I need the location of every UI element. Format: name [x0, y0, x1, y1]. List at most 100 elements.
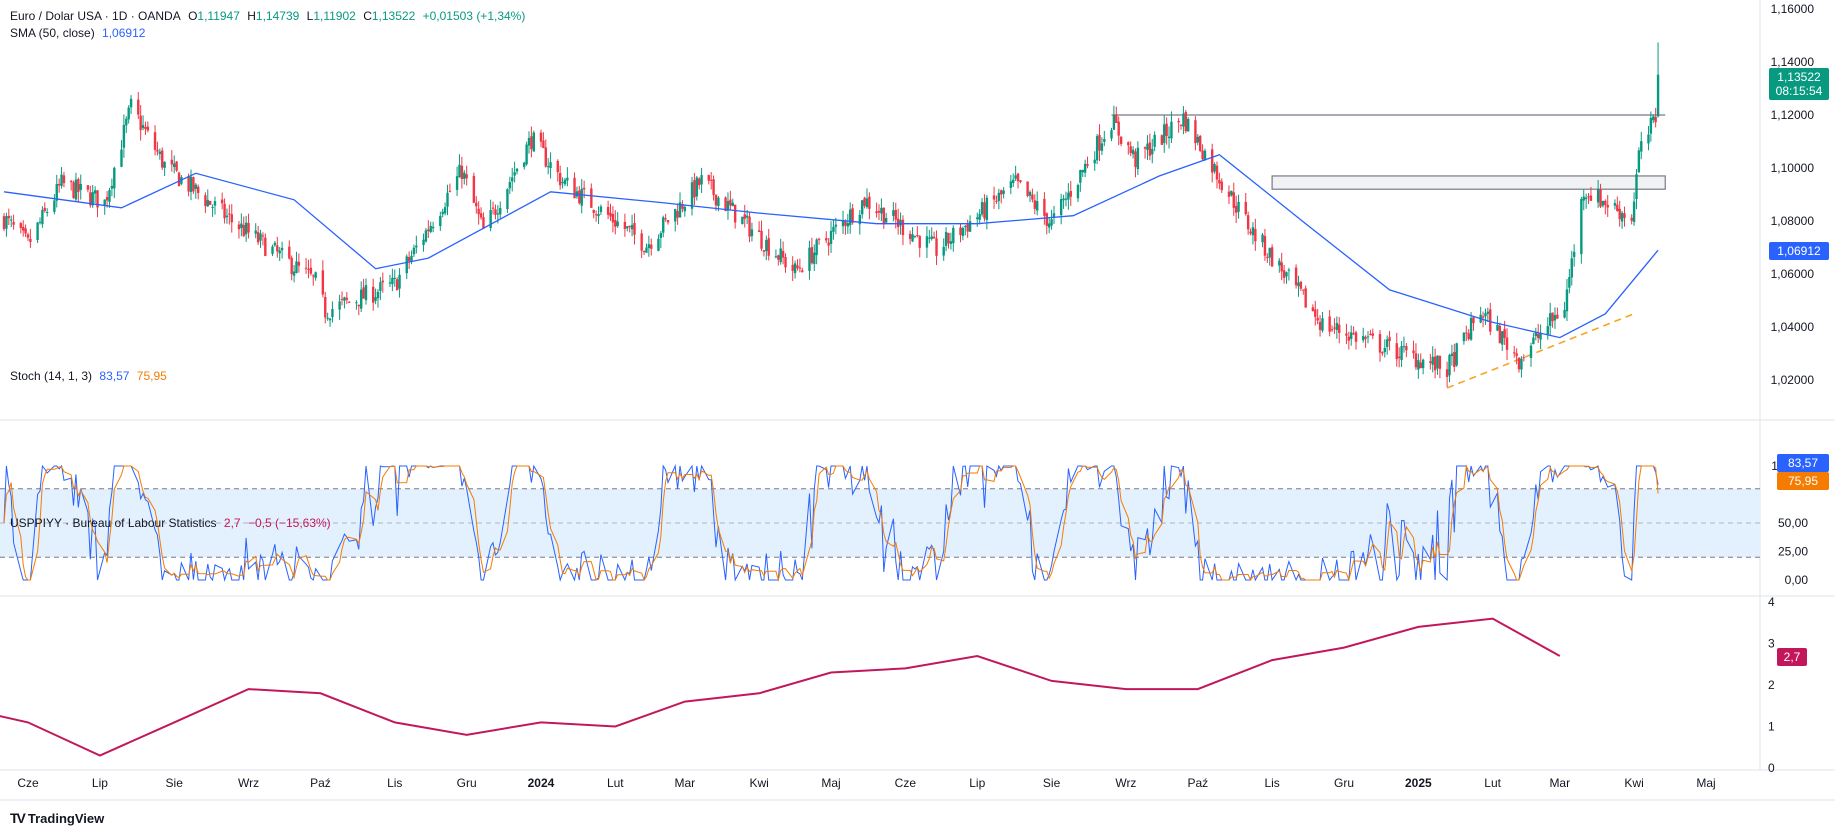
- candle-body: [561, 182, 564, 184]
- candle-body: [1584, 197, 1588, 200]
- sma-layer: [3, 153, 1659, 339]
- candle-body: [674, 209, 677, 222]
- candle-body: [1383, 347, 1386, 353]
- candle-body: [1148, 142, 1152, 156]
- candle-body: [827, 242, 830, 246]
- candle-body: [952, 227, 955, 244]
- candle-body: [144, 126, 147, 129]
- candle-body: [729, 199, 732, 206]
- candle-body: [650, 244, 653, 249]
- candle-body: [455, 176, 459, 190]
- candle-body: [1047, 223, 1051, 228]
- candle-body: [472, 175, 476, 203]
- candle-body: [578, 190, 581, 204]
- candle-body: [609, 212, 612, 217]
- candle-body: [376, 291, 380, 299]
- candle-body: [1347, 336, 1351, 341]
- candle-body: [1570, 258, 1573, 278]
- candle-body: [60, 174, 63, 186]
- candle-body: [573, 177, 576, 199]
- candle-body: [1282, 270, 1286, 278]
- candle-body: [1035, 201, 1039, 211]
- candle-body: [918, 235, 921, 248]
- candle-body: [57, 183, 61, 186]
- candle-body: [465, 174, 468, 179]
- candle-body: [108, 190, 111, 202]
- candle-body: [834, 224, 838, 227]
- candle-body: [616, 221, 619, 226]
- time-axis-label: Mar: [1549, 776, 1570, 790]
- candle-body: [1400, 346, 1403, 360]
- candle-body: [412, 247, 416, 255]
- candle-body: [463, 172, 466, 179]
- candle-body: [614, 219, 617, 227]
- candle-body: [1522, 357, 1526, 359]
- candle-body: [1515, 353, 1518, 357]
- candle-body: [707, 174, 710, 181]
- candle-body: [662, 217, 665, 233]
- candle-body: [393, 277, 396, 279]
- candle-body: [1012, 179, 1015, 184]
- candle-body: [784, 257, 787, 268]
- candle-body: [1537, 333, 1540, 338]
- stoch-band: [0, 488, 1760, 558]
- low-value: 1,11902: [313, 9, 356, 23]
- candle-body: [681, 204, 684, 209]
- candle-body: [1582, 196, 1585, 201]
- candle-body: [1095, 136, 1099, 161]
- candle-body: [1436, 355, 1439, 369]
- price-tick-label: 1,08000: [1771, 214, 1815, 228]
- candle-body: [992, 195, 996, 200]
- stoch-label: Stoch (14, 1, 3): [10, 369, 93, 383]
- candle-body: [211, 206, 214, 208]
- candle-body: [431, 226, 435, 229]
- candle-body: [1031, 194, 1034, 200]
- candle-body: [513, 172, 516, 176]
- candle-body: [1378, 334, 1382, 353]
- candle-body: [7, 215, 11, 219]
- candle-body: [1640, 141, 1643, 152]
- time-axis-label: Lut: [607, 776, 624, 790]
- candle-body: [745, 215, 749, 218]
- candle-body: [693, 180, 696, 198]
- candle-body: [1110, 130, 1113, 139]
- candle-body: [175, 161, 178, 171]
- ppi-change: −0,5 (−15,63%): [247, 516, 331, 530]
- price-tag-value: 1,13522: [1777, 70, 1821, 84]
- candle-body: [1601, 200, 1605, 206]
- candle-body: [1314, 309, 1317, 317]
- candle-body: [1551, 312, 1554, 322]
- candle-body: [398, 274, 401, 289]
- candle-body: [12, 221, 15, 225]
- ppi-layer: [0, 617, 1561, 757]
- candle-body: [968, 221, 972, 232]
- time-axis-label: Maj: [1696, 776, 1715, 790]
- time-axis-label: Gru: [1334, 776, 1354, 790]
- candle-body: [439, 215, 442, 227]
- candle-body: [1498, 325, 1502, 344]
- candle-body: [1618, 208, 1621, 220]
- candle-body: [628, 225, 631, 227]
- candle-body: [1429, 361, 1432, 363]
- stoch-k-line: [3, 464, 1659, 582]
- ppi-value: 2,7: [223, 516, 241, 530]
- candle-body: [309, 267, 313, 274]
- candle-body: [1465, 332, 1468, 334]
- tradingview-logo[interactable]: TV TradingView: [10, 810, 104, 826]
- candle-body: [532, 132, 535, 152]
- candle-body: [1501, 331, 1504, 345]
- candle-body: [1014, 175, 1017, 179]
- price-tick-label: 1,02000: [1771, 373, 1815, 387]
- candle-body: [379, 282, 382, 291]
- candle-body: [343, 297, 346, 301]
- candle-body: [321, 270, 325, 295]
- low-label: L: [306, 9, 314, 23]
- candle-body: [1635, 174, 1638, 200]
- candle-body: [544, 147, 547, 167]
- candle-body: [1069, 190, 1072, 197]
- candle-body: [712, 179, 715, 195]
- candle-body: [1503, 328, 1506, 338]
- high-value: 1,14739: [255, 9, 300, 23]
- time-axis-label: Cze: [17, 776, 39, 790]
